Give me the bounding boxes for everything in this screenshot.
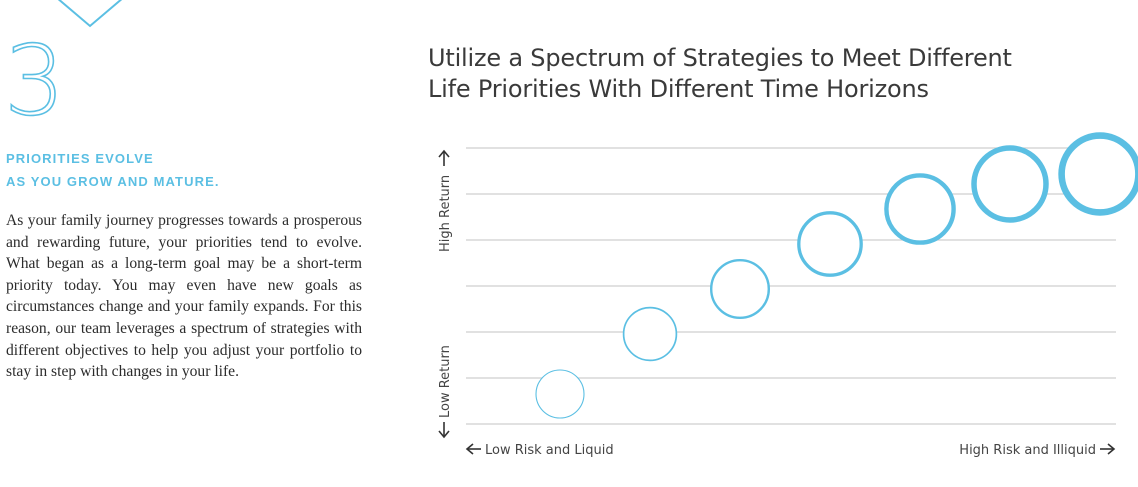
- chart-title-line-2: Life Priorities With Different Time Hori…: [428, 75, 929, 103]
- arrow-left-icon: [465, 443, 481, 455]
- arrow-down-icon: [438, 422, 450, 439]
- x-label-high-risk: High Risk and Illiquid: [959, 443, 1096, 458]
- data-point-6: [971, 145, 1049, 223]
- y-axis-high: High Return: [438, 149, 453, 252]
- body-paragraph: As your family journey progresses toward…: [6, 212, 362, 381]
- data-point-3: [710, 259, 771, 320]
- x-label-low-risk: Low Risk and Liquid: [485, 443, 614, 458]
- data-point-2: [622, 306, 678, 362]
- svg-text:3: 3: [4, 40, 62, 122]
- section-subhead: PRIORITIES EVOLVE AS YOU GROW AND MATURE…: [6, 147, 220, 193]
- chart-title: Utilize a Spectrum of Strategies to Meet…: [428, 43, 1108, 105]
- step-number: 3: [4, 40, 62, 122]
- data-point-5: [884, 173, 956, 245]
- gridlines: [466, 147, 1116, 425]
- y-label-high-return: High Return: [438, 175, 453, 252]
- y-axis-low: Low Return: [438, 345, 453, 439]
- data-point-4: [797, 211, 863, 277]
- data-point-7: [1058, 132, 1138, 216]
- chevron-decoration-icon: [57, 0, 123, 28]
- data-point-1: [535, 369, 585, 419]
- y-label-low-return: Low Return: [438, 345, 453, 418]
- subhead-line-1: PRIORITIES EVOLVE: [6, 151, 154, 166]
- chart-title-line-1: Utilize a Spectrum of Strategies to Meet…: [428, 44, 1012, 72]
- arrow-right-icon: [1100, 443, 1116, 455]
- data-points: [535, 132, 1138, 419]
- arrow-up-icon: [438, 149, 450, 166]
- subhead-line-2: AS YOU GROW AND MATURE.: [6, 174, 220, 189]
